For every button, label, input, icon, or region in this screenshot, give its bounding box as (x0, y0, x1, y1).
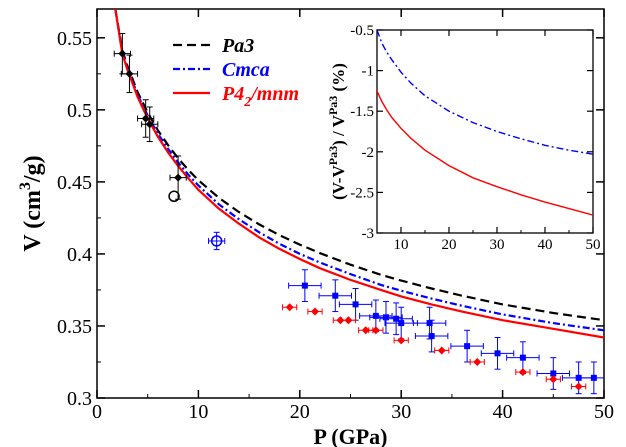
diamond-marker (336, 316, 345, 325)
y-tick-label: 0.4 (67, 244, 92, 266)
square-marker (519, 354, 526, 361)
x-axis-label: P (GPa) (314, 424, 388, 447)
open-circle-marker (168, 190, 180, 203)
diamond-marker (371, 326, 380, 335)
y-axis-label-sup: 3 (17, 182, 34, 190)
square-marker (550, 370, 557, 377)
diamond-marker (397, 336, 406, 345)
x-tick-label: 30 (391, 401, 411, 423)
inset-y-tick-label: -2 (362, 145, 375, 161)
inset-y-tick-label: -2.5 (350, 185, 374, 201)
data-points (113, 32, 604, 395)
inset-x-tick-label: 30 (490, 237, 505, 253)
y-tick-label: 0.3 (67, 388, 92, 410)
square-marker (352, 301, 359, 308)
inset-plot: 10 20 30 40 50-3-2.5-2-1.5-1-0.5(V-VPa3) / V… (326, 23, 601, 253)
inset-y-label-sup2: Pa3 (326, 96, 340, 115)
x-tick-label: 50 (594, 401, 614, 423)
square-marker (332, 292, 339, 299)
square-marker (382, 314, 389, 321)
inset-x-tick-label: 50 (586, 237, 601, 253)
y-axis-label: V (cm3/g) (17, 155, 46, 251)
square-marker (464, 343, 471, 350)
inset-y-tick-label: -1 (362, 64, 375, 80)
diamond-marker (518, 368, 527, 377)
inset-frame (376, 29, 594, 234)
square-marker (372, 312, 379, 319)
square-marker (398, 320, 405, 327)
square-marker (590, 374, 597, 381)
inset-curves (377, 30, 593, 216)
inset-series-line (377, 30, 593, 155)
square-marker (393, 315, 400, 322)
diamond-marker (141, 114, 150, 123)
square-marker (301, 282, 308, 289)
y-axis-label-main: V (cm (20, 190, 46, 252)
x-tick-label: 0 (92, 401, 102, 423)
square-marker (428, 333, 435, 340)
inset-x-tick-label: 20 (442, 237, 457, 253)
inset-y-axis-label: (V-VPa3) / VPa3 (%) (326, 63, 348, 200)
y-tick-label: 0.45 (57, 172, 92, 194)
inset-y-tick-label: -3 (362, 226, 375, 242)
y-axis-label-end: /g) (20, 155, 46, 183)
y-tick-label: 0.55 (57, 28, 92, 50)
inset-y-label-mid: ) / V (329, 114, 348, 146)
x-tick-label: 10 (188, 401, 208, 423)
diamond-marker (174, 173, 183, 182)
diamond-marker (574, 382, 583, 391)
inset-x-tick-label: 10 (394, 237, 409, 253)
x-tick-label: 20 (290, 401, 310, 423)
diamond-marker (549, 375, 558, 384)
main-plot: 0 10 20 30 40 50 0.3 0.35 0.4 0.45 0.5 0.55 P (GPa) V… (17, 8, 614, 447)
diamond-marker (473, 357, 482, 366)
legend-label-sub: 2 (243, 95, 251, 110)
inset-y-label-sup1: Pa3 (326, 146, 340, 165)
diamond-marker (118, 49, 127, 58)
open-circle-marker (210, 235, 223, 247)
diamond-marker (344, 316, 353, 325)
inset-series-line (377, 90, 593, 216)
legend-label: Cmca (222, 59, 270, 81)
inset-y-label-text: (V-V (329, 165, 348, 200)
x-tick-label: 40 (493, 401, 513, 423)
legend-label-end: /mnm (249, 83, 299, 105)
inset-y-tick-label: -0.5 (350, 23, 374, 39)
diamond-marker (285, 303, 294, 312)
square-marker (426, 320, 433, 327)
y-tick-label: 0.35 (57, 316, 92, 338)
diamond-marker (145, 120, 154, 129)
legend-label: P42/mnm (221, 83, 299, 110)
inset-y-label-end: (%) (329, 63, 348, 96)
y-tick-label: 0.5 (67, 100, 92, 122)
diamond-marker (437, 346, 446, 355)
diamond-marker (361, 326, 370, 335)
square-marker (494, 350, 501, 357)
legend-label-main: P4 (221, 83, 244, 105)
diamond-marker (125, 69, 134, 78)
inset-y-tick-label: -1.5 (350, 104, 374, 120)
diamond-marker (311, 307, 320, 316)
inset-x-tick-label: 40 (538, 237, 553, 253)
legend-label: Pa3 (221, 35, 254, 57)
